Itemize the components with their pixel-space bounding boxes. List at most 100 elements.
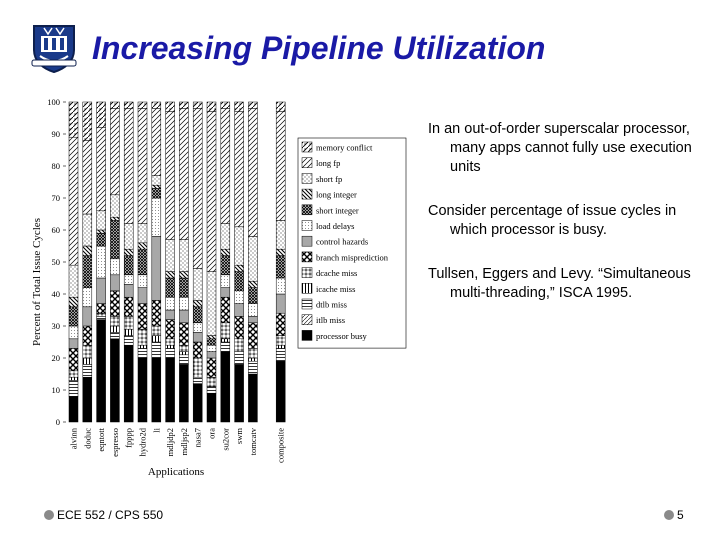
- bar-segment-long-fp: [68, 136, 79, 266]
- bar-segment-dtlb-miss: [206, 386, 217, 394]
- bar-segment-dtlb-miss: [82, 364, 93, 378]
- x-tick-label: mdljdp2: [165, 428, 175, 456]
- bar-segment-processor-busy: [110, 338, 120, 423]
- bar-segment-long-fp: [137, 108, 148, 224]
- legend-swatch: [301, 173, 313, 184]
- slide-notes: In an out-of-order superscalar processor…: [428, 120, 713, 328]
- bar-segment-short-fp: [123, 223, 134, 250]
- bar-segment-short-fp: [165, 239, 175, 272]
- bar-segment-short-integer: [248, 287, 258, 304]
- bar-segment-short-integer: [234, 271, 244, 292]
- bar-segment-dcache-miss: [123, 316, 134, 330]
- bar-segment-short-integer: [96, 232, 106, 247]
- bar-segment-long-integer: [96, 229, 106, 234]
- bar-segment-short-fp: [137, 223, 148, 244]
- bar-segment-processor-busy: [151, 357, 162, 423]
- y-tick-label: 70: [52, 193, 61, 203]
- y-tick-label: 0: [56, 417, 60, 427]
- bar-segment-control-hazards: [123, 284, 134, 298]
- legend-label: processor busy: [316, 331, 368, 341]
- bar-segment-dcache-miss: [206, 376, 217, 388]
- x-tick-label: hydro2d: [138, 427, 148, 456]
- bar-segment-short-integer: [179, 277, 189, 298]
- bar-segment-dtlb-miss: [275, 348, 286, 362]
- bar-segment-control-hazards: [165, 309, 175, 320]
- bar-segment-long-integer: [137, 242, 148, 250]
- bar-segment-branch-misprediction: [68, 348, 79, 372]
- bar-segment-processor-busy: [68, 396, 79, 423]
- bar-segment-icache-miss: [123, 328, 134, 336]
- bar-segment-memory-conflict: [68, 101, 79, 138]
- bar-segment-long-integer: [179, 271, 189, 279]
- bar-segment-icache-miss: [82, 357, 93, 365]
- y-tick-label: 100: [47, 97, 60, 107]
- legend-label: memory conflict: [316, 143, 373, 153]
- bar-segment-short-integer: [220, 255, 231, 276]
- y-tick-label: 10: [52, 385, 61, 395]
- bar-segment-long-fp: [82, 140, 93, 215]
- x-axis-label: Applications: [148, 466, 204, 478]
- bar-segment-icache-miss: [110, 325, 120, 333]
- bar-segment-icache-miss: [179, 351, 189, 356]
- bar-segment-branch-misprediction: [96, 303, 106, 314]
- bar-segment-control-hazards: [96, 277, 106, 304]
- bar-segment-icache-miss: [220, 338, 231, 343]
- legend-swatch: [301, 267, 313, 278]
- bar-segment-dcache-miss: [137, 328, 148, 346]
- bar-segment-load-delays: [192, 322, 203, 333]
- bar-segment-short-integer: [68, 306, 79, 327]
- bar-segment-long-fp: [275, 111, 286, 221]
- y-tick-label: 30: [52, 321, 61, 331]
- bar-segment-memory-conflict: [248, 101, 258, 109]
- bar-segment-memory-conflict: [96, 101, 106, 128]
- bar-segment-dcache-miss: [192, 357, 203, 378]
- x-tick-label: composite: [276, 428, 286, 463]
- bar-segment-long-fp: [248, 108, 258, 237]
- bar-segment-short-fp: [179, 239, 189, 272]
- bar-segment-dtlb-miss: [68, 380, 79, 397]
- bar-segment-icache-miss: [165, 344, 175, 349]
- x-tick-label: mdljsp2: [179, 428, 189, 455]
- bar-segment-long-fp: [151, 108, 162, 176]
- bar-segment-long-fp: [192, 108, 203, 269]
- bar-segment-memory-conflict: [192, 101, 203, 109]
- bar-segment-short-fp: [220, 223, 231, 250]
- legend-swatch: [301, 314, 313, 325]
- y-tick-label: 40: [52, 289, 61, 299]
- bar-segment-load-delays: [179, 296, 189, 311]
- bar-segment-dtlb-miss: [123, 335, 134, 346]
- legend-label: long integer: [316, 190, 357, 200]
- bar-segment-dcache-miss: [96, 312, 106, 317]
- bar-segment-control-hazards: [68, 338, 79, 349]
- y-tick-label: 80: [52, 161, 61, 171]
- bar-segment-dtlb-miss: [151, 341, 162, 359]
- bar-segment-long-integer: [206, 335, 217, 340]
- x-tick-label: tomcatv: [248, 427, 258, 455]
- bar-segment-memory-conflict: [206, 101, 217, 112]
- bar-segment-load-delays: [206, 344, 217, 352]
- bar-segment-processor-busy: [206, 392, 217, 423]
- bar-segment-control-hazards: [82, 306, 93, 327]
- bar-segment-dcache-miss: [68, 370, 79, 378]
- bar-segment-long-integer: [151, 184, 162, 189]
- bar-segment-control-hazards: [110, 274, 120, 292]
- bar-segment-long-fp: [96, 127, 106, 212]
- bar-segment-short-fp: [96, 210, 106, 231]
- bar-segment-processor-busy: [220, 351, 231, 423]
- bar-segment-dcache-miss: [220, 322, 231, 340]
- bar-segment-processor-busy: [82, 376, 93, 423]
- bar-segment-branch-misprediction: [82, 325, 93, 346]
- bar-segment-short-integer: [275, 255, 286, 279]
- bar-segment-load-delays: [82, 287, 93, 308]
- bar-segment-long-integer: [123, 248, 134, 256]
- bar-segment-long-integer: [248, 280, 258, 288]
- bar-segment-icache-miss: [151, 335, 162, 343]
- bar-segment-memory-conflict: [137, 101, 148, 109]
- bar-segment-memory-conflict: [165, 101, 175, 112]
- bar-segment-dcache-miss: [248, 348, 258, 359]
- bar-segment-long-integer: [82, 245, 93, 256]
- bar-segment-processor-busy: [137, 357, 148, 423]
- bar-segment-load-delays: [123, 274, 134, 285]
- legend-swatch: [301, 157, 313, 168]
- x-tick-label: ora: [207, 428, 217, 439]
